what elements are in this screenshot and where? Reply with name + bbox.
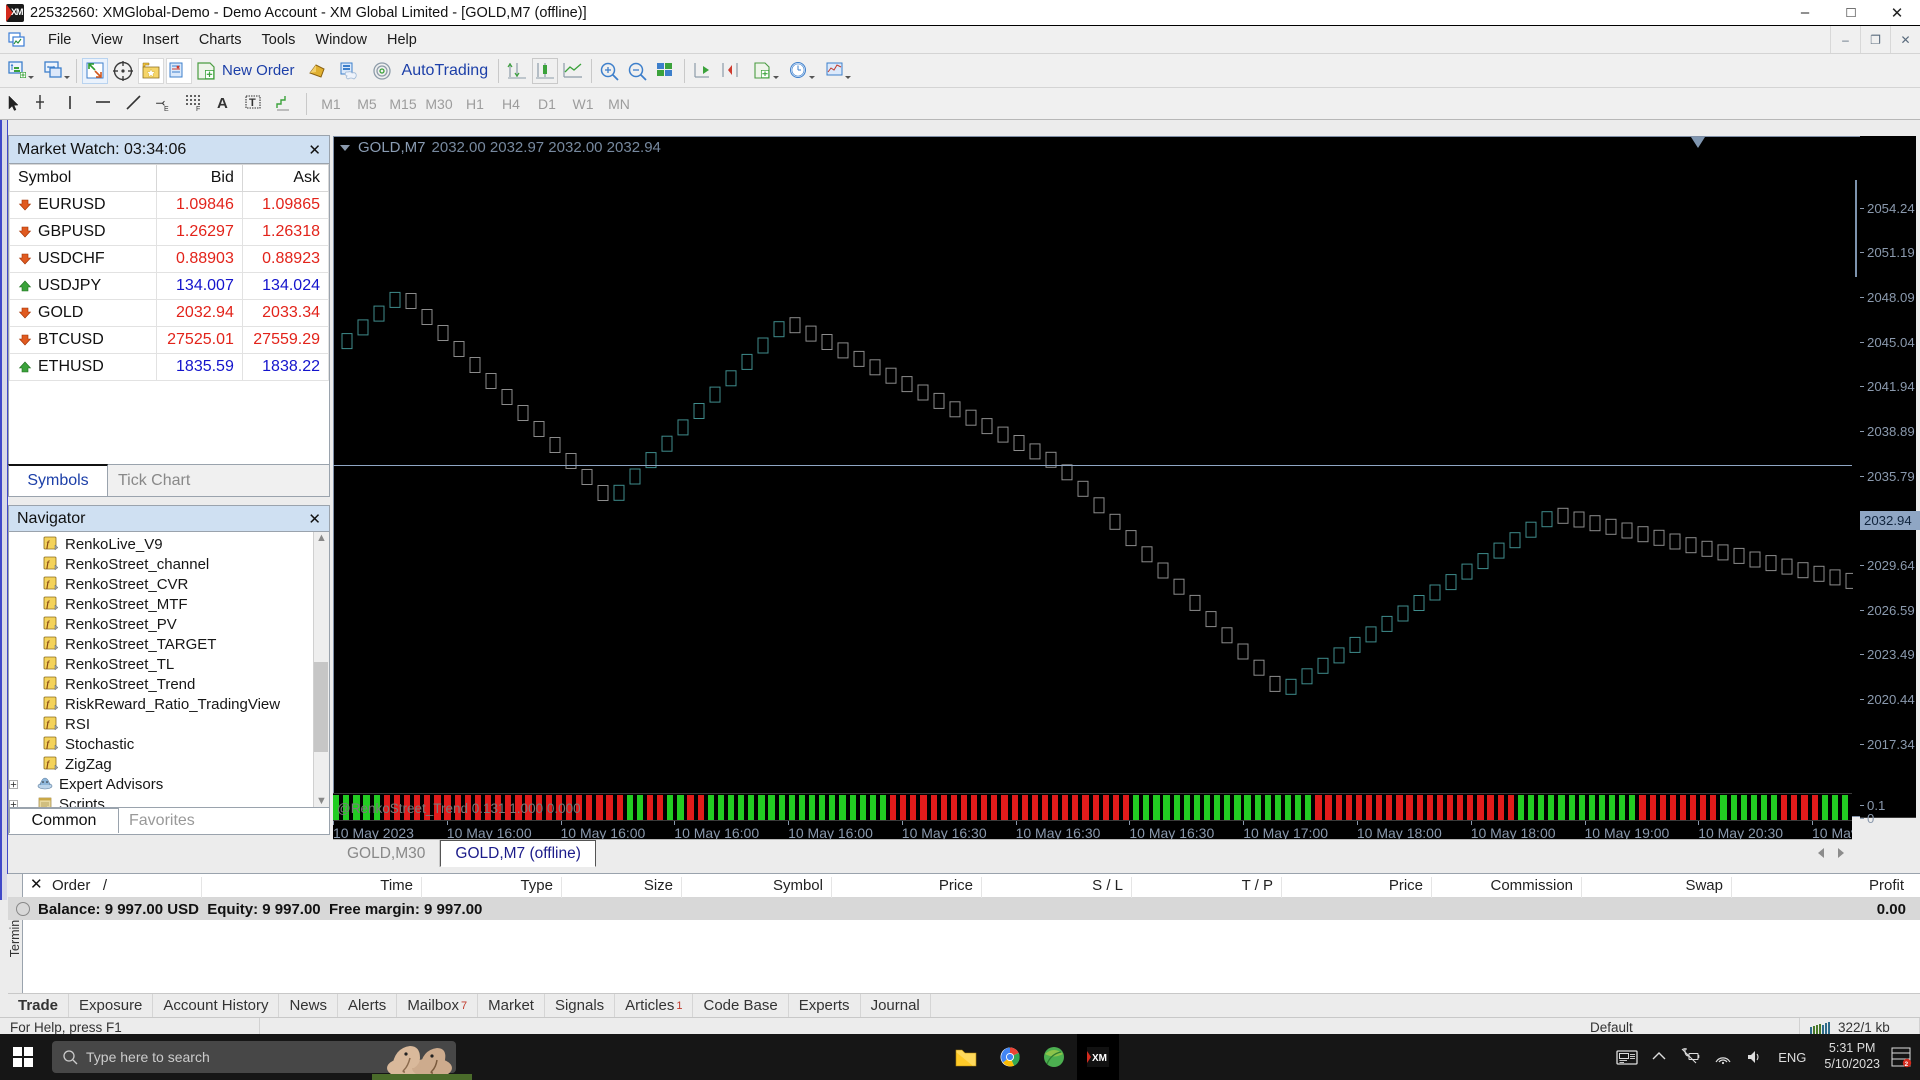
svg-text:XM: XM xyxy=(1092,1053,1107,1064)
svg-text:2: 2 xyxy=(1905,1061,1909,1068)
svg-text:A: A xyxy=(217,95,228,112)
svg-text:F: F xyxy=(196,106,200,113)
svg-text:E: E xyxy=(164,106,169,113)
svg-text:T: T xyxy=(249,97,256,109)
